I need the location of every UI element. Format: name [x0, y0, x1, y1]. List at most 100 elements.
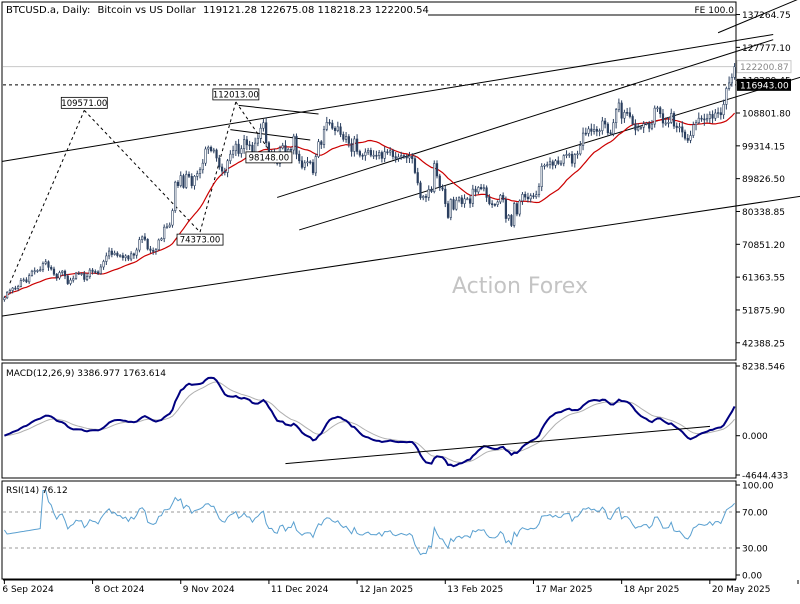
- candle-body: [74, 272, 78, 279]
- candle-body: [94, 271, 97, 273]
- price-tick-label: 70851.20: [742, 241, 785, 251]
- candle-body: [397, 156, 400, 159]
- candle-body: [171, 210, 174, 226]
- x-tick-label: 12 Jan 2025: [359, 585, 413, 595]
- candle-body: [30, 270, 34, 276]
- candle-body: [477, 187, 480, 193]
- candle-body: [209, 146, 213, 152]
- candle-body: [408, 155, 411, 159]
- level-price-label: 116943.00: [740, 81, 789, 91]
- candle-body: [424, 196, 428, 198]
- candle-body: [661, 113, 665, 124]
- price-tick-label: 127777.10: [742, 44, 791, 54]
- candle-body: [372, 154, 375, 157]
- candle-body: [480, 187, 483, 190]
- candle-body: [711, 114, 714, 119]
- candle-body: [347, 136, 350, 144]
- candle-body: [728, 82, 731, 89]
- x-tick-label: 6 Sep 2024: [2, 585, 54, 595]
- candle-body: [664, 122, 667, 125]
- watermark: Action Forex: [452, 274, 588, 299]
- candle-body: [33, 270, 36, 273]
- candle-body: [411, 155, 414, 159]
- candle-body: [355, 138, 359, 152]
- dashed-wave-1: [9, 110, 85, 284]
- candle-body: [722, 104, 725, 116]
- candle-body: [256, 137, 259, 144]
- candle-body: [386, 151, 389, 154]
- candle-body: [579, 145, 582, 155]
- candle-body: [265, 122, 268, 144]
- candle-body: [521, 194, 524, 202]
- price-tick-label: 99314.15: [742, 142, 785, 152]
- annotation-box: [245, 151, 293, 164]
- rising-channel-upper: [277, 39, 774, 198]
- price-tick-label: 137264.75: [742, 11, 791, 21]
- candle-body: [22, 279, 25, 282]
- candle-body: [39, 269, 42, 272]
- candle-body: [63, 270, 67, 277]
- candle-body: [229, 153, 232, 162]
- candle-body: [55, 273, 58, 279]
- candle-body: [581, 132, 585, 146]
- annotation-box: [212, 88, 260, 101]
- rsi-line: [3, 489, 735, 556]
- candle-body: [694, 122, 698, 126]
- price-tick-label: 61363.55: [742, 274, 785, 284]
- candle-body: [653, 107, 656, 125]
- candle-body: [80, 273, 83, 275]
- candle-body: [471, 188, 474, 204]
- candle-body: [185, 173, 188, 188]
- annotation-label: 109571.00: [61, 99, 107, 109]
- candle-body: [47, 261, 50, 268]
- price-tick-label: 42388.25: [742, 339, 785, 349]
- candle-body: [590, 128, 593, 132]
- candle-body: [105, 255, 108, 262]
- candle-body: [648, 123, 651, 129]
- sma-line: [3, 112, 736, 299]
- candle-body: [708, 114, 711, 119]
- candle-body: [245, 139, 248, 146]
- candle-body: [99, 266, 102, 274]
- candle-body: [683, 131, 687, 139]
- annotation-label: 112013.00: [213, 90, 259, 100]
- candle-body: [190, 176, 193, 186]
- candle-body: [394, 156, 397, 159]
- candle-body: [160, 238, 163, 241]
- candle-body: [637, 127, 640, 131]
- candle-body: [700, 117, 703, 120]
- candle-body: [6, 291, 9, 299]
- annotation-box: [60, 96, 108, 109]
- candle-body: [77, 272, 80, 275]
- candle-body: [28, 275, 31, 283]
- lower-channel-line: [1, 195, 800, 317]
- candle-body: [314, 156, 317, 174]
- candle-body: [234, 143, 237, 152]
- macd-trendline: [285, 425, 711, 465]
- candle-body: [300, 160, 304, 168]
- candle-body: [513, 203, 516, 226]
- candle-body: [623, 112, 626, 119]
- candle-body: [336, 126, 339, 131]
- candle-body: [468, 198, 472, 204]
- candle-body: [639, 126, 643, 129]
- candle-body: [675, 125, 678, 128]
- candle-body: [598, 130, 601, 132]
- candle-body: [231, 150, 235, 155]
- candle-body: [25, 279, 28, 283]
- candle-body: [609, 132, 612, 135]
- macd-tick-label: -4644.433: [742, 472, 788, 482]
- candle-body: [526, 196, 530, 200]
- candle-body: [311, 162, 315, 174]
- annotations: 109571.00 74373.00 112013.00 98148.00: [60, 88, 293, 246]
- candle-body: [378, 152, 381, 156]
- annotation-label: 74373.00: [180, 236, 221, 246]
- candle-body: [628, 112, 632, 117]
- candle-body: [198, 169, 202, 174]
- candle-body: [595, 128, 598, 132]
- candle-body: [565, 154, 568, 156]
- rsi-lines: [3, 489, 736, 556]
- candle-body: [719, 112, 722, 116]
- chart-title: BTCUSD.a, Daily: Bitcoin vs US Dollar 11…: [6, 5, 429, 16]
